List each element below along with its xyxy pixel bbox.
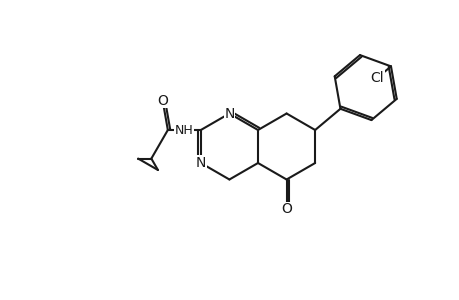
Text: Cl: Cl: [369, 71, 383, 85]
Text: NH: NH: [174, 124, 193, 136]
Text: N: N: [195, 156, 206, 170]
Text: O: O: [157, 94, 168, 108]
Text: O: O: [280, 202, 291, 216]
Text: N: N: [224, 106, 234, 121]
